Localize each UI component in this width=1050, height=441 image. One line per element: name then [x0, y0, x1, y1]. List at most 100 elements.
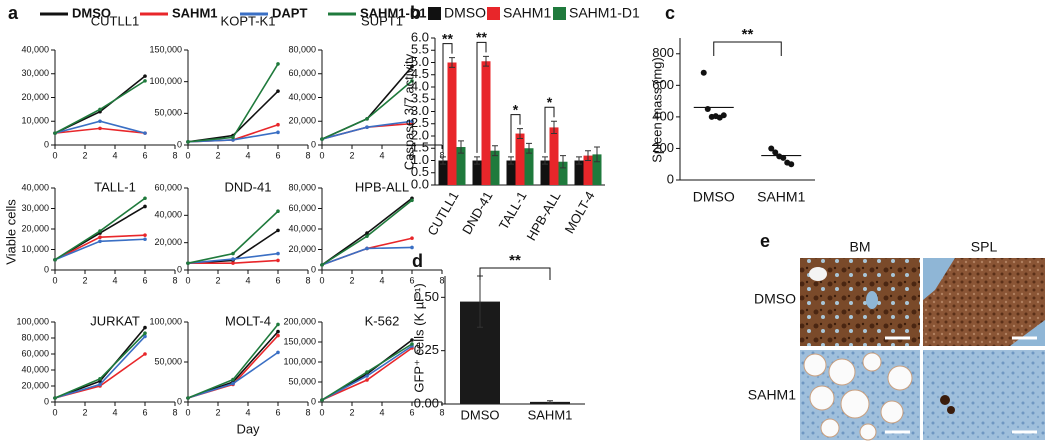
x-tick-label: 6	[409, 275, 414, 285]
y-tick-label: 100,000	[149, 76, 182, 86]
y-tick-label: 6.0	[411, 29, 429, 44]
panel-letter: c	[665, 3, 675, 23]
point	[772, 149, 779, 156]
bar	[481, 61, 491, 185]
marker	[410, 245, 414, 250]
column-label: BM	[850, 239, 871, 255]
marker	[98, 239, 102, 244]
marker	[143, 325, 147, 330]
x-tick-label: 2	[349, 275, 354, 285]
x-tick-label: 0	[319, 150, 324, 160]
y-tick-label: 20,000	[21, 380, 49, 390]
legend-label: SAHM1	[503, 5, 551, 21]
significance-bracket	[510, 114, 521, 153]
x-tick-label: 4	[379, 407, 384, 417]
y-tick-label: 20,000	[288, 116, 316, 126]
marker	[143, 334, 147, 339]
histology-images	[800, 258, 1045, 441]
x-tick-label: 0	[52, 407, 57, 417]
x-tick-label: 6	[142, 407, 147, 417]
marker	[365, 374, 369, 378]
error-bar	[517, 128, 523, 139]
marker	[143, 237, 147, 242]
y-tick-label: 20,000	[21, 92, 49, 102]
bar	[456, 147, 466, 185]
marker	[98, 382, 102, 387]
error-bar	[551, 120, 557, 135]
point	[700, 69, 707, 76]
significance-bracket	[713, 41, 782, 56]
marker	[276, 228, 280, 233]
marker	[365, 125, 369, 129]
x-tick-label: MOLT-4	[562, 189, 598, 236]
panel-letter: d	[412, 251, 423, 271]
error-bar	[594, 146, 600, 163]
marker	[276, 209, 280, 214]
subplot-title: HPB-ALL	[355, 179, 409, 194]
marker	[231, 377, 235, 382]
y-tick-label: 200	[652, 140, 674, 155]
x-tick-label: SAHM1	[528, 407, 573, 422]
y-tick-label: 1.0	[411, 152, 429, 167]
y-axis-label: Spleen mass (mg)	[649, 57, 664, 162]
image-detail	[866, 291, 878, 309]
significance-label: *	[547, 94, 553, 110]
y-tick-label: 60,000	[21, 348, 49, 358]
bar	[490, 150, 500, 185]
marker	[365, 378, 369, 382]
y-tick-label: 10,000	[21, 244, 49, 254]
x-tick-label: 2	[215, 275, 220, 285]
x-tick-label: 4	[245, 407, 250, 417]
error-bar	[560, 155, 566, 169]
error-bar	[440, 156, 446, 165]
subplot-title: K-562	[365, 313, 400, 328]
subplot-title: SUPT1	[361, 13, 403, 28]
significance-label: *	[513, 101, 519, 117]
significance-label: **	[742, 26, 754, 43]
error-bar	[508, 156, 514, 165]
significance-label: **	[442, 30, 453, 46]
y-tick-label: 2.0	[411, 127, 429, 142]
marker	[365, 370, 369, 374]
marker	[53, 131, 57, 135]
bar	[472, 160, 482, 185]
x-tick-label: 6	[409, 407, 414, 417]
bar	[506, 160, 516, 185]
marker	[98, 119, 102, 124]
image-detail	[809, 267, 827, 281]
y-tick-label: 0	[667, 171, 674, 186]
x-tick-label: 6	[409, 150, 414, 160]
y-tick-label: 5.5	[411, 42, 429, 57]
y-tick-label: 50,000	[154, 356, 182, 366]
marker	[186, 396, 190, 400]
marker	[276, 122, 280, 127]
y-tick-label: 100,000	[283, 356, 316, 366]
marker	[410, 79, 414, 83]
marker	[143, 331, 147, 336]
y-tick-label: 3.0	[411, 103, 429, 118]
y-tick-label: 400	[652, 108, 674, 123]
y-tick-label: 80,000	[288, 182, 316, 192]
significance-bracket	[544, 106, 555, 153]
point	[780, 154, 787, 161]
error-bar	[458, 140, 464, 154]
bar	[515, 133, 525, 185]
error-bar	[474, 156, 480, 165]
marker	[98, 229, 102, 233]
y-tick-label: 200,000	[283, 316, 316, 326]
x-axis-label: Day	[236, 421, 260, 436]
bar	[438, 160, 448, 185]
marker	[276, 350, 280, 355]
x-tick-label: 2	[82, 275, 87, 285]
error-bar	[483, 55, 489, 67]
marker	[98, 377, 102, 381]
y-tick-label: 40,000	[288, 92, 316, 102]
marker	[320, 398, 324, 402]
marker	[410, 236, 414, 241]
y-tick-label: 5.0	[411, 54, 429, 69]
line	[54, 197, 146, 261]
bar	[592, 154, 602, 185]
y-tick-label: 0	[177, 396, 182, 406]
y-tick-label: 0	[44, 396, 49, 406]
